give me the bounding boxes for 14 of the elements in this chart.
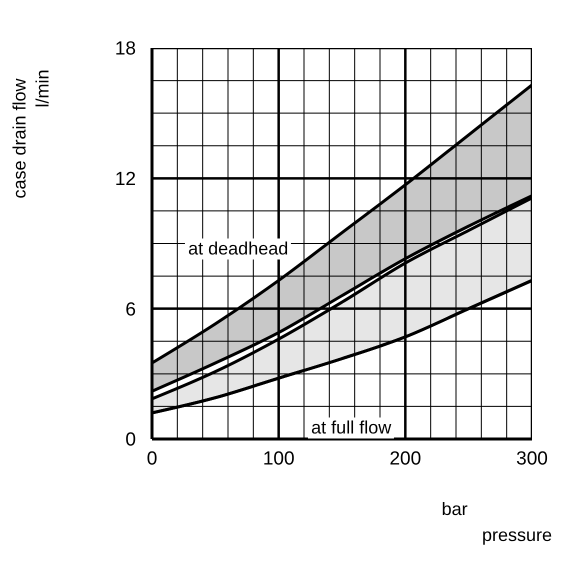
y-axis-title: case drain flow [10, 78, 30, 198]
annotation: at full flow [308, 417, 394, 438]
y-tick-label: 0 [125, 430, 136, 451]
x-tick-label: 300 [516, 448, 548, 470]
x-tick-label: 0 [146, 448, 158, 470]
x-axis-title: pressure [482, 525, 552, 546]
text: bar [442, 499, 468, 520]
x-tick-label: 200 [389, 448, 422, 470]
x-tick-label: 100 [262, 448, 295, 470]
annotation: at deadhead [185, 238, 292, 260]
y-tick-label: 18 [114, 38, 136, 60]
text: l/min [32, 68, 54, 108]
y-tick-label: 12 [114, 169, 136, 190]
y-tick-label: 6 [125, 299, 136, 320]
